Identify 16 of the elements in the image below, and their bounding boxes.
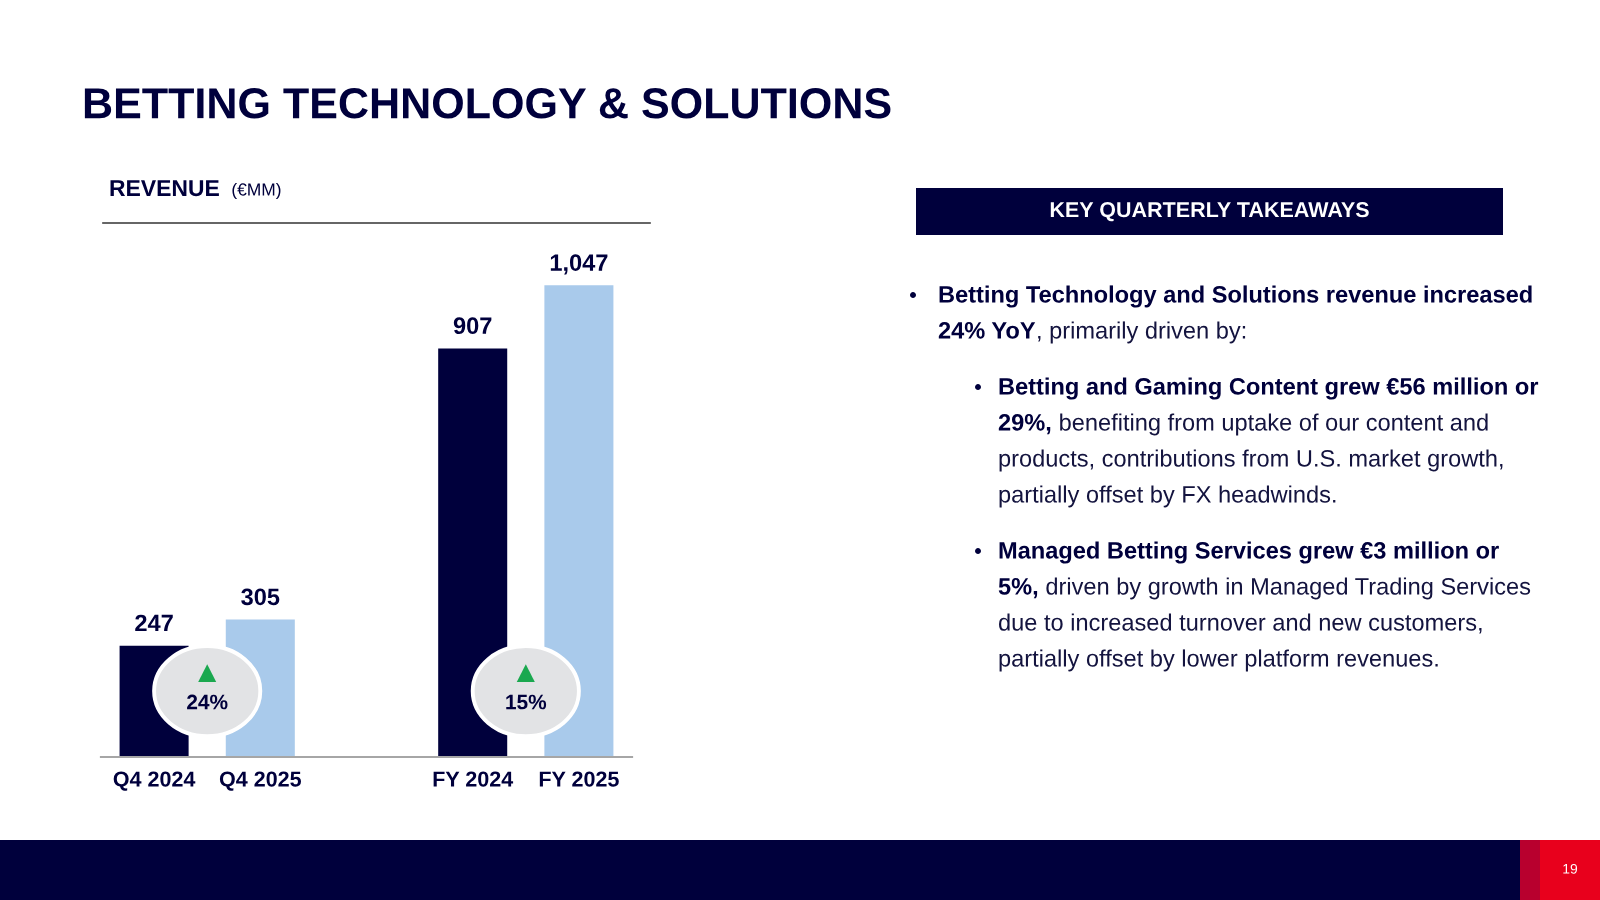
y-axis-title: (€MM): [232, 182, 281, 200]
chart-subtitle: REVENUE: [110, 180, 219, 197]
x-tick-label: Q4 2024: [113, 771, 196, 791]
x-tick-label: FY 2025: [539, 771, 619, 787]
x-tick-label: Q4 2025: [219, 771, 301, 791]
x-tick-label: FY 2024: [433, 771, 514, 787]
text: KEY QUARTERLY TAKEAWAYS: [1050, 202, 1369, 222]
data-label: 247: [135, 614, 173, 632]
chart-title: BETTING TECHNOLOGY & SOLUTIONS: [84, 88, 891, 119]
annotation: 15%: [506, 694, 547, 710]
text: , primarily driven by:: [1038, 321, 1246, 344]
text: 19: [1563, 863, 1578, 874]
data-label: 1,047: [550, 254, 608, 275]
data-label: 907: [453, 317, 492, 335]
annotation: 24%: [187, 694, 228, 710]
data-label: 305: [241, 588, 280, 606]
